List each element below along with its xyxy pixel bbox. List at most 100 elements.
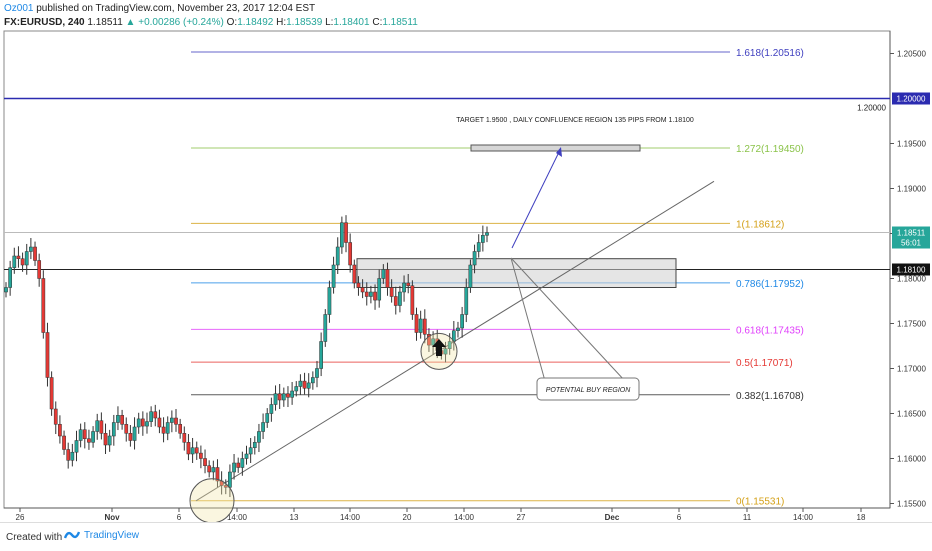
candle-body <box>161 426 166 434</box>
current-price-badge <box>892 226 930 249</box>
high-value: 1.18539 <box>286 17 323 28</box>
candle-body <box>24 251 29 266</box>
candle-body <box>120 415 124 425</box>
candle-body <box>323 314 328 342</box>
candle-body <box>422 318 427 335</box>
candle-body <box>447 341 452 349</box>
candle-body <box>257 431 261 443</box>
candle-body <box>186 442 191 455</box>
low-value: 1.18401 <box>333 17 370 28</box>
up-arrow-icon <box>432 339 446 356</box>
candle-body <box>273 393 278 405</box>
candle-body <box>95 420 100 432</box>
candle-body <box>389 287 394 297</box>
low-circle <box>189 478 235 522</box>
candle-body <box>472 251 477 266</box>
publish-info: published on TradingView.com, November 2… <box>36 3 316 14</box>
candle-body <box>410 285 415 315</box>
candle-body <box>468 264 473 288</box>
publish-line: Oz001 published on TradingView.com, Nove… <box>4 3 315 14</box>
candle-body <box>145 421 149 427</box>
target-arrow-line <box>511 149 561 249</box>
candle-body <box>248 447 253 455</box>
candle-body <box>315 368 319 378</box>
candle-body <box>140 418 145 427</box>
ohlc-line: FX:EURUSD, 240 1.18511 ▲ +0.00286 (+0.24… <box>4 17 418 28</box>
candle-body <box>360 287 365 293</box>
candle-body <box>265 413 270 423</box>
candle-body <box>456 327 460 331</box>
candle-body <box>12 255 17 268</box>
price-chart[interactable]: 1.15500 1.16000 1.16500 1.17000 1.17500 1.180… <box>0 0 932 522</box>
candle-body <box>356 282 361 288</box>
candle-body <box>45 332 50 378</box>
candle-body <box>124 424 129 434</box>
open-value: 1.18492 <box>237 17 274 28</box>
candle-body <box>49 377 54 410</box>
candle-body <box>111 422 116 437</box>
candle-body <box>20 258 25 266</box>
price-badge-1-20-label: 1.20000 <box>897 95 926 104</box>
fib-level-label: 0.382(1.16708) <box>736 391 804 402</box>
candle-body <box>427 334 431 346</box>
y-tick-label: 1.16000 <box>897 455 926 464</box>
high-label: H: <box>276 17 287 28</box>
y-tick-label: 1.15500 <box>897 500 926 509</box>
low-label: L: <box>325 17 334 28</box>
candle-body <box>41 278 46 333</box>
candle-body <box>78 429 83 441</box>
candle-body <box>340 222 344 248</box>
candle-body <box>211 467 216 473</box>
candle-body <box>277 393 282 401</box>
tradingview-label: TradingView <box>84 529 140 541</box>
candle-body <box>393 296 398 306</box>
candle-body <box>306 382 311 389</box>
candle-body <box>406 282 411 286</box>
footer: Created with TradingView <box>0 522 932 551</box>
candle-body <box>485 232 489 236</box>
candle-body <box>310 377 315 384</box>
tradingview-brand[interactable]: TradingView <box>64 528 139 542</box>
fib-level-label: 0(1.15531) <box>736 497 784 508</box>
candle-body <box>107 435 112 446</box>
candle-body <box>182 433 187 443</box>
candle-body <box>414 314 419 333</box>
candle-body <box>157 417 162 428</box>
callout-line-a <box>510 257 546 382</box>
candle-body <box>443 348 448 355</box>
candle-body <box>244 453 249 459</box>
candle-body <box>58 424 62 437</box>
buy-region-label: POTENTIAL BUY REGION <box>546 387 631 394</box>
candle-body <box>66 449 71 461</box>
candle-body <box>165 422 170 434</box>
y-tick-label: 1.17500 <box>897 320 926 329</box>
candle-body <box>128 433 133 441</box>
candle-body <box>236 462 241 468</box>
candle-body <box>103 433 108 446</box>
y-tick-label: 1.18000 <box>897 275 926 284</box>
candle-body <box>82 429 87 439</box>
fib-level-label: 1.618(1.20516) <box>736 48 804 59</box>
candle-body <box>431 338 435 346</box>
x-tick-label: 6 <box>677 513 682 522</box>
price-badge-1-20 <box>892 92 930 105</box>
candle-body <box>132 426 137 441</box>
candle-body <box>174 417 178 425</box>
y-tick-label: 1.19000 <box>897 185 926 194</box>
buy-region-callout <box>536 377 640 401</box>
current-price-label: 1.18511 <box>897 229 926 238</box>
x-tick-label: 14:00 <box>227 513 248 522</box>
x-tick-label: 14:00 <box>340 513 361 522</box>
author-link[interactable]: Oz001 <box>4 3 34 14</box>
last-price: 1.18511 <box>87 17 123 28</box>
candle-body <box>476 242 481 252</box>
candle-body <box>402 282 406 293</box>
candle-body <box>99 420 104 434</box>
candle-body <box>302 380 307 389</box>
x-tick-label: 14:00 <box>793 513 814 522</box>
candle-body <box>194 447 199 454</box>
candle-body <box>327 287 332 315</box>
candle-body <box>269 404 274 414</box>
candle-body <box>8 267 12 288</box>
candle-body <box>228 471 232 488</box>
